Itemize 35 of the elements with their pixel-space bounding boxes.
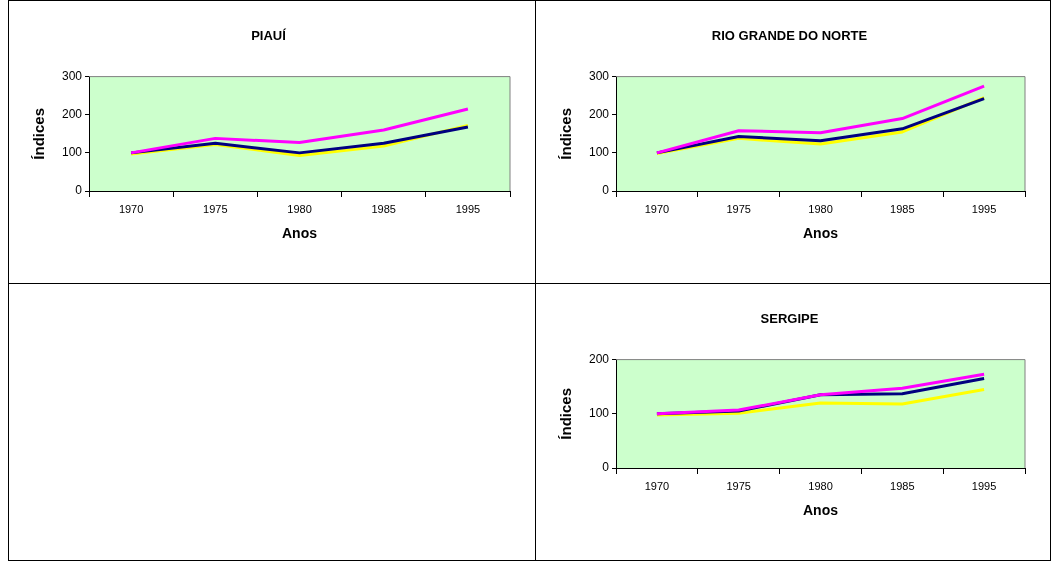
y-tick-label: 100 xyxy=(61,145,83,160)
x-tick-label: 1985 xyxy=(371,202,396,215)
y-tick-label: 200 xyxy=(61,107,83,122)
x-tick-label: 1970 xyxy=(118,202,144,215)
x-axis-title: Anos xyxy=(282,225,318,242)
x-axis-title: Anos xyxy=(803,502,839,519)
x-tick-label: 1985 xyxy=(890,202,915,215)
x-tick-label: 1975 xyxy=(203,202,228,215)
y-axis-title: Índices xyxy=(557,387,575,440)
chart-title: PIAUÍ xyxy=(251,28,287,44)
y-tick-label: 200 xyxy=(588,351,610,366)
y-tick-label: 0 xyxy=(75,183,83,198)
y-axis-title: Índices xyxy=(557,107,575,160)
x-tick-label: 1980 xyxy=(287,202,312,215)
x-tick-label: 1995 xyxy=(455,202,481,215)
x-tick-label: 1995 xyxy=(971,479,997,492)
y-tick-label: 300 xyxy=(61,68,83,83)
x-tick-label: 1975 xyxy=(726,479,751,492)
x-axis-title: Anos xyxy=(803,225,839,242)
x-tick-label: 1995 xyxy=(971,202,997,215)
x-tick-label: 1985 xyxy=(890,479,915,492)
x-tick-label: 1970 xyxy=(644,202,670,215)
y-tick-label: 0 xyxy=(602,460,610,475)
y-tick-label: 200 xyxy=(588,107,610,122)
y-tick-label: 0 xyxy=(602,183,610,198)
y-axis-title: Índices xyxy=(30,107,48,160)
chart-title: RIO GRANDE DO NORTE xyxy=(711,28,868,44)
y-tick-label: 100 xyxy=(588,406,610,421)
chart-title: SERGIPE xyxy=(760,311,819,327)
x-tick-label: 1975 xyxy=(726,202,751,215)
y-tick-label: 300 xyxy=(588,68,610,83)
x-tick-label: 1980 xyxy=(808,202,833,215)
x-tick-label: 1980 xyxy=(808,479,833,492)
x-tick-label: 1970 xyxy=(644,479,670,492)
y-tick-label: 100 xyxy=(588,145,610,160)
